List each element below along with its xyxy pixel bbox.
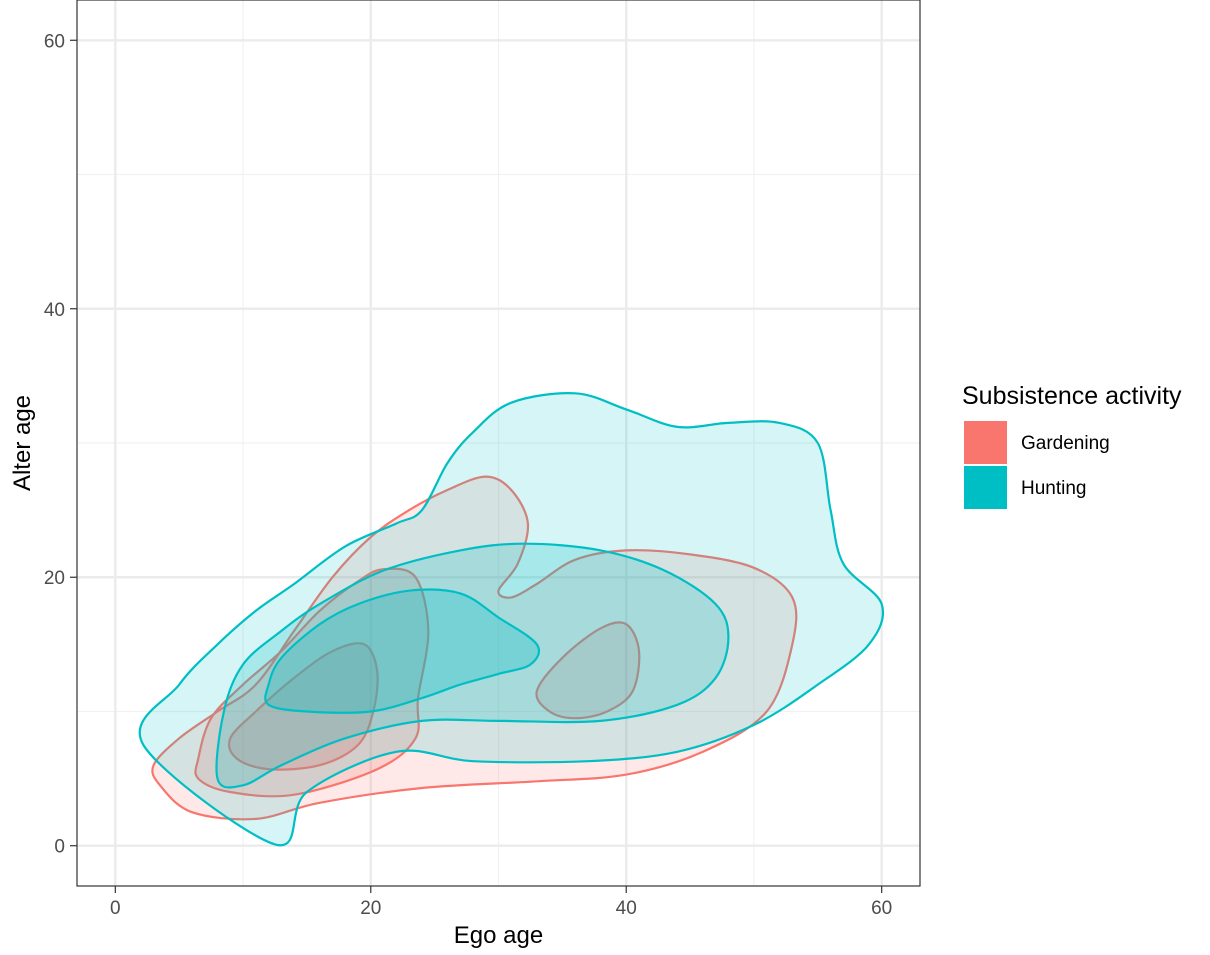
legend-label-gardening: Gardening (1021, 433, 1110, 454)
contour-gardening-level-3 (227, 642, 379, 771)
x-tick-label: 60 (871, 898, 892, 919)
x-axis-title: Ego age (454, 922, 543, 949)
series-gardening (151, 475, 798, 821)
y-axis-title: Alter age (9, 395, 36, 491)
contour-hunting-level-3 (264, 588, 541, 714)
legend-key-hunting (964, 466, 1007, 509)
contour-hunting-level-1 (138, 392, 885, 847)
x-axis: 0 20 40 60 (110, 886, 892, 919)
contour-hunting-level-2 (215, 542, 730, 789)
x-tick-label: 40 (616, 898, 637, 919)
legend-title: Subsistence activity (962, 382, 1182, 410)
contour-gardening-level-1 (151, 475, 798, 821)
legend-key-gardening (964, 421, 1007, 464)
y-tick-label: 0 (54, 837, 65, 858)
y-tick-label: 60 (44, 31, 65, 52)
density-contours (138, 392, 885, 847)
y-tick-label: 40 (44, 300, 65, 321)
y-axis: 0 20 40 60 (44, 31, 77, 858)
contour-gardening-level-2 (194, 567, 430, 798)
x-tick-label: 20 (360, 898, 381, 919)
y-tick-label: 20 (44, 568, 65, 589)
x-tick-label: 0 (110, 898, 121, 919)
major-gridlines (77, 0, 920, 886)
series-hunting (138, 392, 885, 847)
legend: Subsistence activity Gardening Hunting (962, 382, 1182, 510)
contour-gardening-level-2 (535, 621, 641, 720)
legend-label-hunting: Hunting (1021, 478, 1087, 499)
panel-border (76, 0, 921, 887)
